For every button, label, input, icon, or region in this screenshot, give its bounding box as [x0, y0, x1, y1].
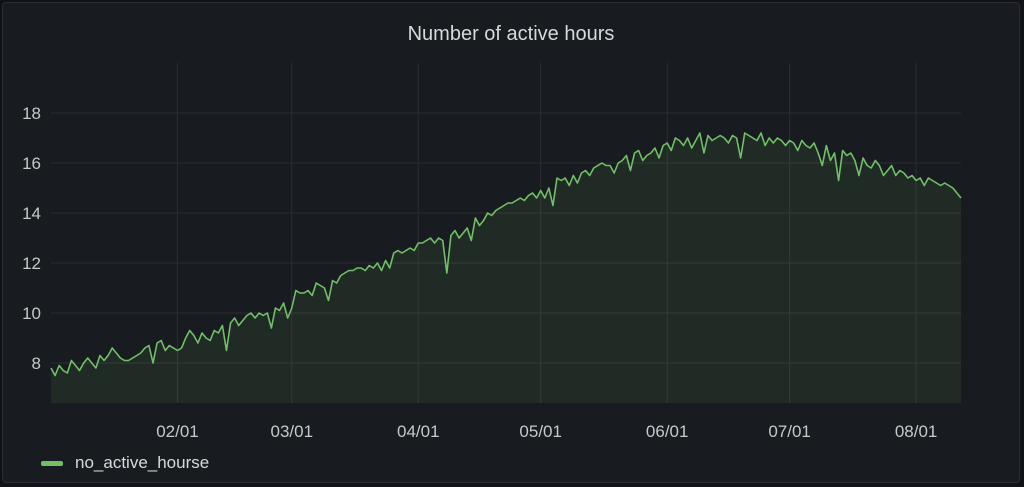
y-tick-label: 16 [22, 154, 41, 173]
legend-swatch [41, 460, 63, 466]
legend-series-label[interactable]: no_active_hourse [75, 453, 210, 472]
y-tick-label: 12 [22, 254, 41, 273]
x-tick-label: 08/01 [895, 422, 938, 441]
y-tick-label: 18 [22, 104, 41, 123]
x-tick-label: 04/01 [397, 422, 440, 441]
panel-title: Number of active hours [407, 23, 615, 45]
time-series-chart: 8 10 12 14 16 18 02/01 03/01 04/01 05/01 06/01 07/… [22, 63, 962, 441]
series-area-layer [50, 132, 962, 403]
x-tick-label: 02/01 [156, 422, 199, 441]
x-tick-label: 03/01 [270, 422, 313, 441]
x-tick-label: 07/01 [768, 422, 811, 441]
legend[interactable]: no_active_hourse [41, 453, 209, 473]
series-line [50, 132, 962, 377]
y-tick-label: 10 [22, 304, 41, 323]
series-area-fill [51, 133, 961, 403]
y-axis: 8 10 12 14 16 18 [22, 104, 41, 373]
x-tick-label: 06/01 [646, 422, 689, 441]
grid [51, 63, 961, 403]
y-tick-label: 8 [32, 354, 41, 373]
x-axis: 02/01 03/01 04/01 05/01 06/01 07/01 08/01 [156, 422, 937, 441]
y-tick-label: 14 [22, 204, 41, 223]
x-tick-label: 05/01 [519, 422, 562, 441]
